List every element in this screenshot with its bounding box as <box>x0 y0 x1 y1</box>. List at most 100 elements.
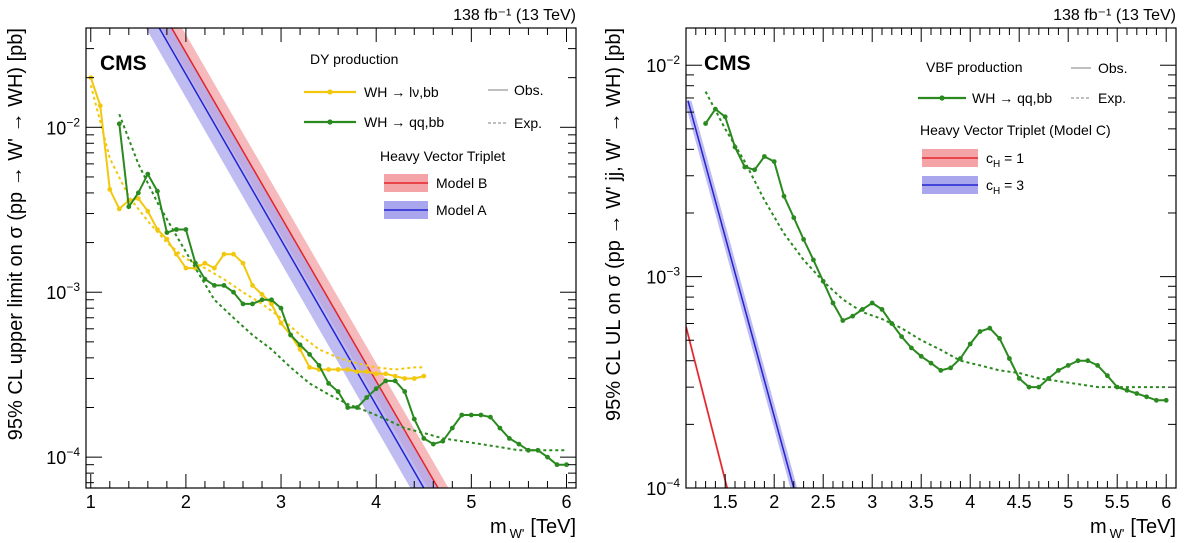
x-tick-label: 4 <box>965 492 975 512</box>
series-0-point <box>1085 358 1091 364</box>
series-2-point <box>164 230 170 236</box>
y-tick-exponent: −2 <box>666 53 680 67</box>
series-2-point <box>155 188 160 194</box>
legend-model-label-sub: H <box>993 159 1000 170</box>
x-axis-label-unit: [TeV] <box>1130 516 1176 538</box>
series-2-point <box>316 363 322 368</box>
legend-series-marker <box>327 89 333 95</box>
series-0-point <box>948 365 953 371</box>
legend-model-label: Model B <box>436 175 487 191</box>
series-2-point <box>554 462 560 468</box>
series-0-point <box>221 251 227 257</box>
series-0-point <box>830 300 836 306</box>
series-0-point <box>703 121 708 126</box>
series-0-point <box>97 103 103 109</box>
series-0-point <box>269 301 274 307</box>
legend-series-marker <box>327 119 333 125</box>
legend: DY production Obs. Exp. WH → lν,bb WH → qq,b… <box>304 51 544 219</box>
series-3-expected <box>118 113 567 452</box>
series-0-point <box>722 114 728 120</box>
series-0-point <box>1056 368 1061 373</box>
series-2-point <box>326 381 331 386</box>
x-axis-label-sub: W' <box>1110 526 1125 541</box>
series-2-point <box>421 436 427 441</box>
series-0-point <box>869 300 875 306</box>
x-tick-label: 6 <box>561 492 571 512</box>
series-2-point <box>307 352 312 357</box>
series-2-observed <box>118 123 567 466</box>
legend-model-label: cH = 3 <box>986 177 1024 197</box>
series-2-point <box>297 342 303 348</box>
plot-area <box>88 28 569 488</box>
series-2-point <box>345 405 351 410</box>
legend-model-label-main: c <box>986 150 993 166</box>
legend-model-label: Model A <box>436 202 487 218</box>
y-tick-exponent: −3 <box>666 265 680 279</box>
series-0-point <box>373 371 379 377</box>
series-2-point <box>564 462 569 468</box>
series-0-point <box>899 334 904 339</box>
series-2-point <box>145 171 151 177</box>
x-tick-label: 5.5 <box>1105 492 1130 512</box>
legend-model-header: Heavy Vector Triplet <box>380 148 505 164</box>
series-2-point <box>212 283 217 288</box>
lumi-label: 138 fb⁻¹ (13 TeV) <box>1053 7 1176 24</box>
series-2-point <box>231 289 236 295</box>
legend-exp-label: Exp. <box>1098 90 1126 106</box>
legend-obs-label: Obs. <box>1098 60 1128 76</box>
series-0-point <box>1134 391 1140 396</box>
legend-model-header: Heavy Vector Triplet (Model C) <box>920 122 1111 138</box>
legend-model-label: cH = 1 <box>986 150 1024 170</box>
series-0-point <box>997 336 1002 341</box>
series-0-point <box>1036 384 1042 390</box>
series-0-point <box>364 369 370 374</box>
x-tick-label: 3 <box>867 492 877 512</box>
series-0-point <box>250 283 255 288</box>
series-0-point <box>977 329 983 334</box>
series-0-point <box>1065 363 1071 368</box>
series-2-point <box>516 441 522 447</box>
series-2-point <box>221 283 227 288</box>
series-0-point <box>307 365 312 370</box>
series-0-point <box>421 373 427 379</box>
cms-label: CMS <box>704 52 751 75</box>
series-0-point <box>879 307 885 312</box>
series-0-point <box>1154 397 1159 403</box>
series-0-point <box>354 369 360 374</box>
y-tick-label: 10−2 <box>646 53 680 76</box>
series-0-point <box>791 215 797 221</box>
series-0-point <box>335 367 341 372</box>
x-axis-label-main: m <box>490 516 507 538</box>
series-0-point <box>1163 397 1169 403</box>
plot-area <box>686 91 1169 488</box>
series-0-point <box>411 376 417 381</box>
legend-model-label-suffix: = 3 <box>1000 177 1024 193</box>
series-0-point <box>174 251 179 257</box>
series-0-point <box>1124 387 1130 393</box>
legend: VBF production Obs. Exp. WH → qq,bb Heavy Ve… <box>918 59 1128 197</box>
model-line-1 <box>158 28 425 488</box>
series-2-point <box>526 447 531 453</box>
legend-model-label-sub: H <box>993 186 1000 197</box>
series-0-point <box>202 260 208 266</box>
series-2-point <box>126 204 132 210</box>
series-0-point <box>240 260 246 266</box>
x-tick-label: 4.5 <box>1007 492 1032 512</box>
series-0-point <box>909 345 914 351</box>
x-tick-label: 2 <box>181 492 191 512</box>
model-line-0 <box>686 326 728 488</box>
y-axis-label: 95% CL UL on σ (pp → W' jj, W' → WH) [pb… <box>603 28 625 421</box>
series-0-point <box>326 367 331 372</box>
series-1-expected <box>704 91 1167 389</box>
x-axis-label-main: m <box>1090 516 1107 538</box>
series-0-point <box>1016 376 1022 381</box>
model-line-0 <box>170 28 439 488</box>
legend-header: DY production <box>310 51 398 67</box>
y-tick-exponent: −4 <box>666 476 680 490</box>
series-0-point <box>752 167 757 173</box>
y-tick-label: 10−3 <box>646 265 680 288</box>
series-2-point <box>430 441 436 447</box>
series-2-point <box>488 414 493 420</box>
series-0-point <box>958 356 963 361</box>
